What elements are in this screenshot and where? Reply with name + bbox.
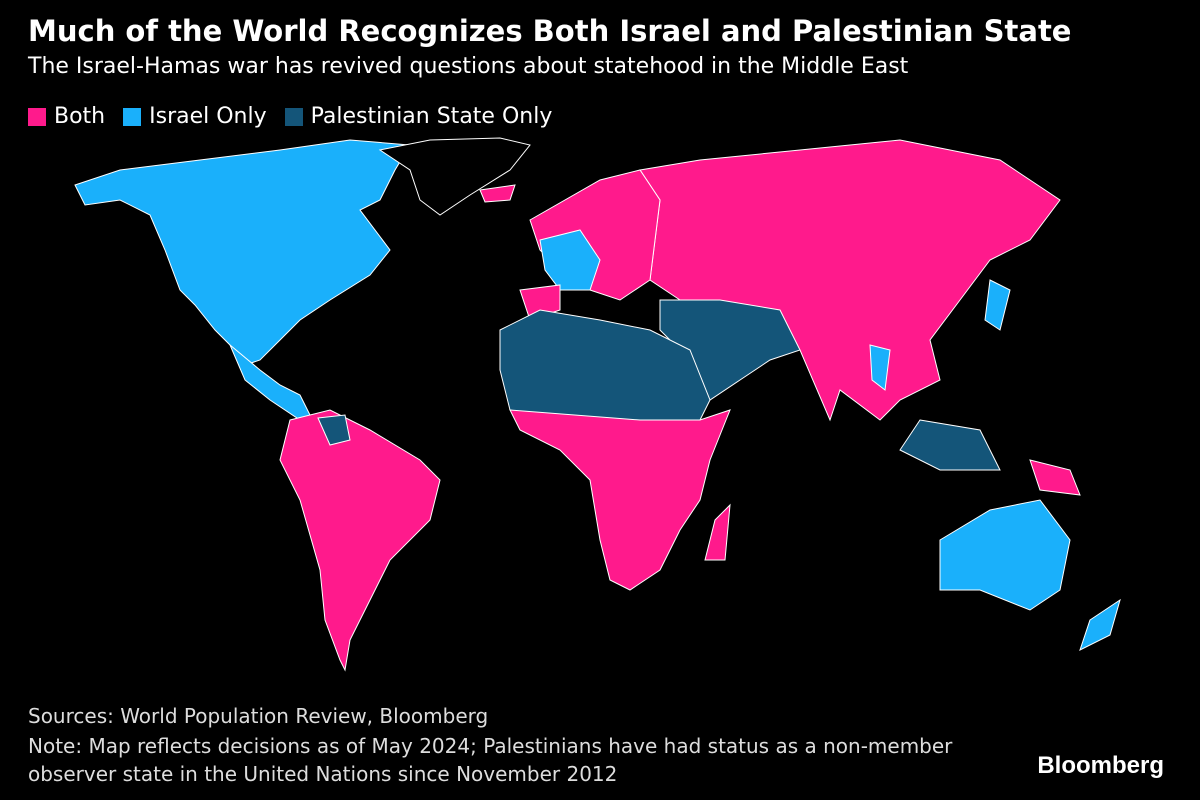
greenland <box>378 137 531 216</box>
australia <box>939 499 1071 611</box>
north-africa <box>499 309 711 421</box>
legend-swatch <box>28 107 46 126</box>
south-america <box>279 409 441 672</box>
legend-label: Both <box>54 104 106 129</box>
papua <box>1029 459 1081 496</box>
legend-swatch <box>123 107 142 126</box>
iceland <box>479 184 516 203</box>
subtitle: The Israel-Hamas war has revived questio… <box>28 54 909 79</box>
venezuela <box>317 414 351 446</box>
legend-label: Palestinian State Only <box>310 104 553 129</box>
western-europe <box>539 229 601 291</box>
legend-item: Israel Only <box>123 104 267 129</box>
legend: Both Israel Only Palestinian State Only <box>28 104 552 129</box>
madagascar <box>704 503 731 561</box>
north-america <box>74 139 411 366</box>
europe <box>529 169 661 301</box>
japan <box>984 279 1011 331</box>
myanmar <box>869 344 891 391</box>
note: Note: Map reflects decisions as of May 2… <box>28 734 953 786</box>
logo: Bloomberg <box>1037 752 1164 779</box>
legend-swatch <box>284 107 303 126</box>
central-america <box>229 344 311 421</box>
legend-label: Israel Only <box>149 104 267 129</box>
title: Much of the World Recognizes Both Israel… <box>28 14 1072 48</box>
new-zealand <box>1079 598 1121 651</box>
legend-item: Palestinian State Only <box>284 104 553 129</box>
sources: Sources: World Population Review, Bloomb… <box>28 704 489 728</box>
southeast-asia-islands <box>899 419 1001 471</box>
africa <box>509 409 731 591</box>
legend-item: Both <box>28 104 105 129</box>
